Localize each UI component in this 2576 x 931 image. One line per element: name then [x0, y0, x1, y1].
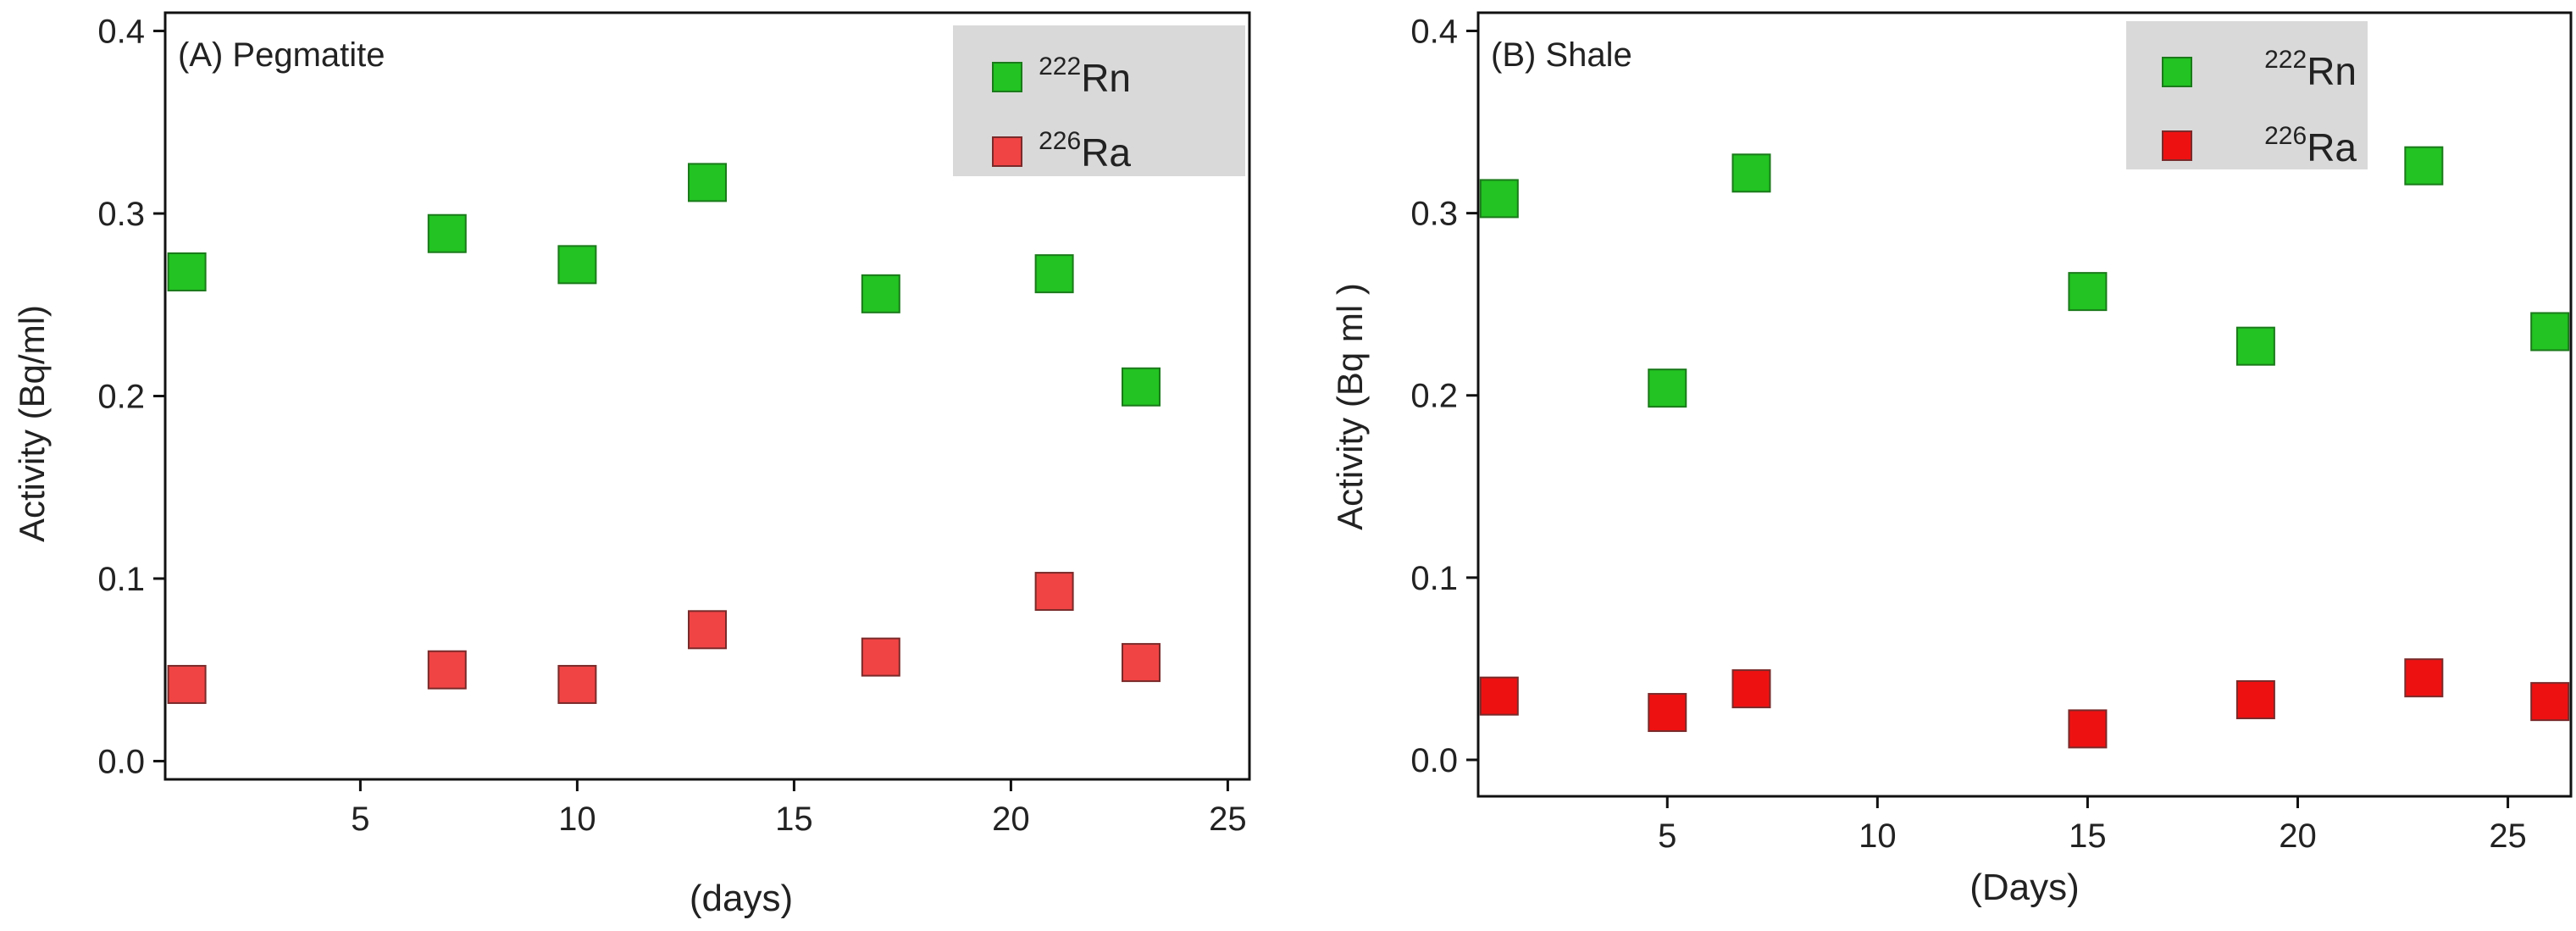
panel-a-legend-rn-text: Rn: [1081, 56, 1131, 100]
panel-a-x-tick-label: 10: [558, 801, 596, 838]
panel-b-shale: (B) Shale (Days) Activity (Bq ml ) 0.00.…: [1330, 11, 2573, 908]
panel-b-ra-marker: [2235, 679, 2275, 719]
panel-b-legend-ra-label: 226Ra: [2264, 122, 2357, 169]
panel-b-rn-marker: [2235, 326, 2275, 366]
panel-a-y-tick-label: 0.3: [97, 196, 145, 233]
panel-a-pegmatite: (A) Pegmatite (days) Activity (Bq/ml) 0.…: [12, 11, 1251, 919]
panel-b-x-tick-label: 25: [2489, 817, 2527, 855]
panel-a-rn-marker: [167, 252, 207, 291]
panel-a-rn-marker: [427, 213, 467, 253]
panel-b-ra-marker: [1731, 669, 1771, 709]
panel-a-legend-rn-marker: [992, 62, 1022, 92]
panel-b-x-axis-label: (Days): [1969, 867, 2080, 908]
panel-a-x-axis-label: (days): [690, 878, 793, 919]
panel-a-y-tick-label: 0.2: [97, 379, 145, 416]
panel-a-x-tick-label: 20: [992, 801, 1030, 838]
panel-a-legend-ra-label: 226Ra: [1039, 127, 1131, 175]
panel-b-rn-marker: [1648, 369, 1687, 408]
panel-b-legend: 222Rn 226Ra: [2126, 21, 2368, 169]
panel-a-legend-ra-sup: 226: [1039, 127, 1081, 155]
panel-b-legend-ra-marker: [2162, 130, 2192, 161]
panel-a-y-tick-label: 0.4: [97, 14, 145, 51]
panel-b-y-tick-label: 0.3: [1410, 196, 1458, 233]
panel-a-ra-marker: [688, 610, 727, 650]
panel-a-ra-marker: [427, 650, 467, 690]
panel-a-legend-rn-sup: 222: [1039, 53, 1081, 80]
panel-a-y-axis-label: Activity (Bq/ml): [12, 305, 52, 542]
panel-b-rn-marker: [2404, 146, 2444, 186]
panel-a-rn-marker: [1122, 367, 1161, 407]
panel-b-ra-marker: [2530, 682, 2570, 722]
panel-b-ra-marker: [1479, 676, 1519, 716]
panel-b-rn-marker: [1479, 179, 1519, 219]
panel-b-legend-rn-sup: 222: [2264, 46, 2307, 74]
panel-b-rn-marker: [1731, 153, 1771, 193]
panel-b-legend-rn-text: Rn: [2307, 49, 2357, 93]
panel-b-ra-marker: [2068, 709, 2108, 749]
panel-b-ra-marker: [1648, 693, 1687, 733]
panel-b-y-tick-label: 0.4: [1410, 14, 1458, 51]
panel-a-title: (A) Pegmatite: [178, 36, 385, 74]
panel-a-x-tick-label: 5: [351, 801, 369, 838]
panel-a-ra-marker: [861, 637, 900, 677]
panel-b-legend-ra-text: Ra: [2307, 125, 2357, 169]
panel-b-rn-marker: [2530, 312, 2570, 352]
panel-a-rn-marker: [557, 245, 597, 285]
panel-a-x-ticks: 5 10 15 20 25: [351, 779, 1247, 838]
panel-a-rn-marker: [1034, 254, 1074, 294]
panel-b-y-axis-label: Activity (Bq ml ): [1330, 283, 1370, 530]
panel-b-legend-rn-marker: [2162, 57, 2192, 87]
panel-a-legend: 222Rn 226Ra: [953, 25, 1245, 176]
panel-a-x-tick-label: 15: [775, 801, 813, 838]
panel-b-y-tick-label: 0.1: [1410, 560, 1458, 597]
panel-a-rn-marker: [861, 274, 900, 313]
panel-b-x-tick-label: 20: [2279, 817, 2317, 855]
panel-a-x-tick-label: 25: [1209, 801, 1247, 838]
panel-b-x-tick-label: 10: [1859, 817, 1897, 855]
panel-a-ra-marker: [1034, 572, 1074, 612]
panel-b-y-ticks: 0.0 0.1 0.2 0.3 0.4: [1410, 14, 1478, 779]
panel-a-rn-marker: [688, 163, 727, 202]
panel-b-x-ticks: 5 10 15 20 25: [1658, 796, 2527, 855]
panel-b-ra-marker: [2404, 658, 2444, 698]
panel-a-y-tick-label: 0.1: [97, 561, 145, 598]
panel-a-legend-ra-marker: [992, 136, 1022, 167]
panel-b-x-tick-label: 5: [1658, 817, 1676, 855]
panel-a-legend-ra-text: Ra: [1081, 130, 1131, 175]
panel-a-ra-marker: [1122, 643, 1161, 683]
panel-a-markers: [167, 163, 1161, 704]
panel-b-x-tick-label: 15: [2069, 817, 2107, 855]
panel-b-legend-rn-label: 222Rn: [2264, 46, 2357, 93]
panel-b-markers: [1479, 146, 2570, 749]
panel-a-y-ticks: 0.0 0.1 0.2 0.3 0.4: [97, 14, 165, 780]
panel-a-ra-marker: [557, 664, 597, 704]
panel-b-rn-marker: [2068, 272, 2108, 312]
panel-a-legend-rn-label: 222Rn: [1039, 53, 1131, 100]
panel-b-legend-ra-sup: 226: [2264, 122, 2307, 150]
panel-a-y-tick-label: 0.0: [97, 743, 145, 780]
panel-b-plot-frame: [1476, 11, 2573, 798]
panel-b-y-tick-label: 0.0: [1410, 742, 1458, 779]
panel-b-title: (B) Shale: [1491, 36, 1632, 74]
panel-b-y-tick-label: 0.2: [1410, 378, 1458, 415]
panel-a-ra-marker: [167, 664, 207, 704]
